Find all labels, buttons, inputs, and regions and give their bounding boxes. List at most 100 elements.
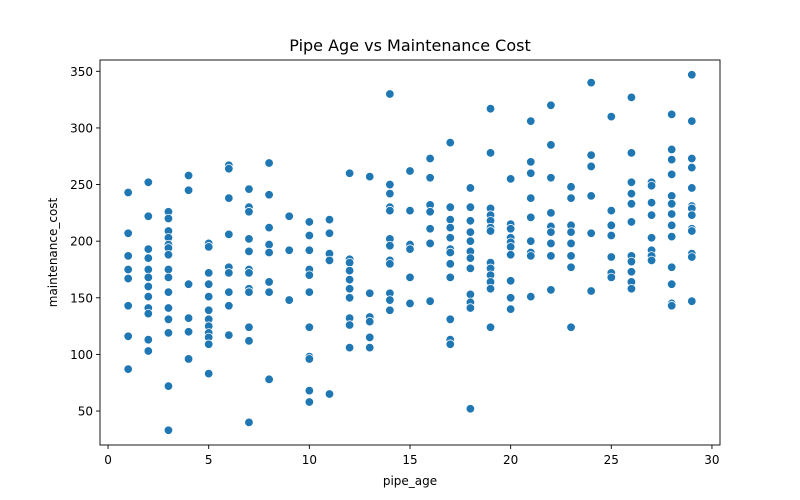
scatter-point <box>304 230 315 241</box>
scatter-point <box>445 272 455 283</box>
scatter-point <box>324 255 335 266</box>
scatter-point <box>405 244 415 254</box>
scatter-point <box>505 242 516 252</box>
scatter-point <box>284 211 294 221</box>
scatter-point <box>465 289 476 300</box>
scatter-point <box>163 287 174 297</box>
x-tick-label: 15 <box>402 453 417 467</box>
scatter-point <box>344 265 355 276</box>
y-tick-label: 150 <box>70 291 93 305</box>
plot-frame <box>99 59 721 446</box>
scatter-point <box>183 170 194 181</box>
y-tick-label: 100 <box>70 348 93 362</box>
scatter-point <box>546 208 556 218</box>
scatter-point <box>505 250 516 260</box>
scatter-point <box>183 279 194 289</box>
scatter-point <box>586 286 596 296</box>
scatter-point <box>646 233 657 243</box>
chart-title: Pipe Age vs Maintenance Cost <box>289 36 530 55</box>
scatter-point <box>204 305 214 315</box>
scatter-point <box>143 281 154 292</box>
x-tick-label: 5 <box>205 453 213 467</box>
scatter-point <box>123 251 133 261</box>
scatter-point <box>666 109 677 120</box>
scatter-point <box>143 272 154 283</box>
scatter-point <box>204 279 214 289</box>
scatter-point <box>626 284 637 294</box>
scatter-point <box>566 262 576 272</box>
scatter-point <box>143 308 154 319</box>
scatter-point <box>666 279 677 289</box>
scatter-point <box>566 322 576 332</box>
scatter-point <box>526 157 536 167</box>
scatter-point <box>505 293 516 303</box>
scatter-point <box>485 103 496 114</box>
scatter-point <box>687 162 697 173</box>
scatter-point <box>405 272 415 283</box>
y-tick-label: 350 <box>70 65 93 79</box>
scatter-point <box>546 100 556 110</box>
scatter-point <box>425 224 435 234</box>
scatter-point <box>385 89 395 99</box>
scatter-point <box>123 273 133 284</box>
scatter-point <box>485 148 496 158</box>
scatter-point <box>264 277 274 287</box>
scatter-point <box>526 212 536 223</box>
scatter-point <box>123 331 133 341</box>
scatter-point <box>425 173 435 183</box>
scatter-point <box>284 295 294 305</box>
y-axis-label: maintenance_cost <box>46 197 60 307</box>
scatter-point <box>385 241 395 251</box>
x-tick-label: 10 <box>302 453 317 467</box>
scatter-point <box>304 217 315 227</box>
scatter-point <box>566 182 576 192</box>
scatter-point <box>687 116 697 126</box>
scatter-point <box>264 222 274 233</box>
scatter-point <box>344 274 355 285</box>
scatter-point <box>546 227 556 237</box>
scatter-point <box>264 190 274 200</box>
scatter-point <box>465 236 476 246</box>
scatter-point <box>626 177 637 187</box>
scatter-point <box>666 144 677 155</box>
scatter-point <box>304 245 315 255</box>
scatter-point <box>244 417 254 428</box>
scatter-point <box>344 293 355 303</box>
scatter-point <box>687 183 697 193</box>
scatter-point <box>626 217 637 227</box>
scatter-point <box>626 92 637 103</box>
scatter-point <box>204 242 214 252</box>
scatter-point <box>204 339 214 349</box>
scatter-point <box>445 314 455 325</box>
scatter-point <box>666 154 677 165</box>
scatter-point <box>606 111 616 122</box>
scatter-point <box>163 425 174 435</box>
scatter-point <box>365 332 375 343</box>
scatter-point <box>546 238 556 249</box>
scatter-point <box>546 285 556 295</box>
scatter-point <box>244 246 254 257</box>
scatter-point <box>163 264 174 275</box>
scatter-point <box>385 295 395 305</box>
scatter-point <box>204 291 214 302</box>
scatter-point <box>626 199 637 209</box>
scatter-point <box>566 251 576 261</box>
scatter-point <box>606 205 616 216</box>
scatter-point <box>606 220 616 231</box>
scatter-point <box>405 166 415 176</box>
scatter-point <box>143 244 154 254</box>
scatter-point <box>546 251 556 261</box>
scatter-point <box>244 184 254 194</box>
scatter-point <box>204 368 214 379</box>
scatter-point <box>465 216 476 226</box>
scatter-point <box>183 354 194 364</box>
scatter-point <box>224 229 234 240</box>
x-tick-label: 0 <box>104 453 112 467</box>
scatter-point <box>445 259 455 269</box>
scatter-point <box>445 233 455 243</box>
scatter-point <box>264 374 274 385</box>
scatter-point <box>666 220 677 231</box>
scatter-point <box>224 330 234 340</box>
y-axis-ticks: 50 100 150 200 250 300 350 <box>70 65 100 419</box>
